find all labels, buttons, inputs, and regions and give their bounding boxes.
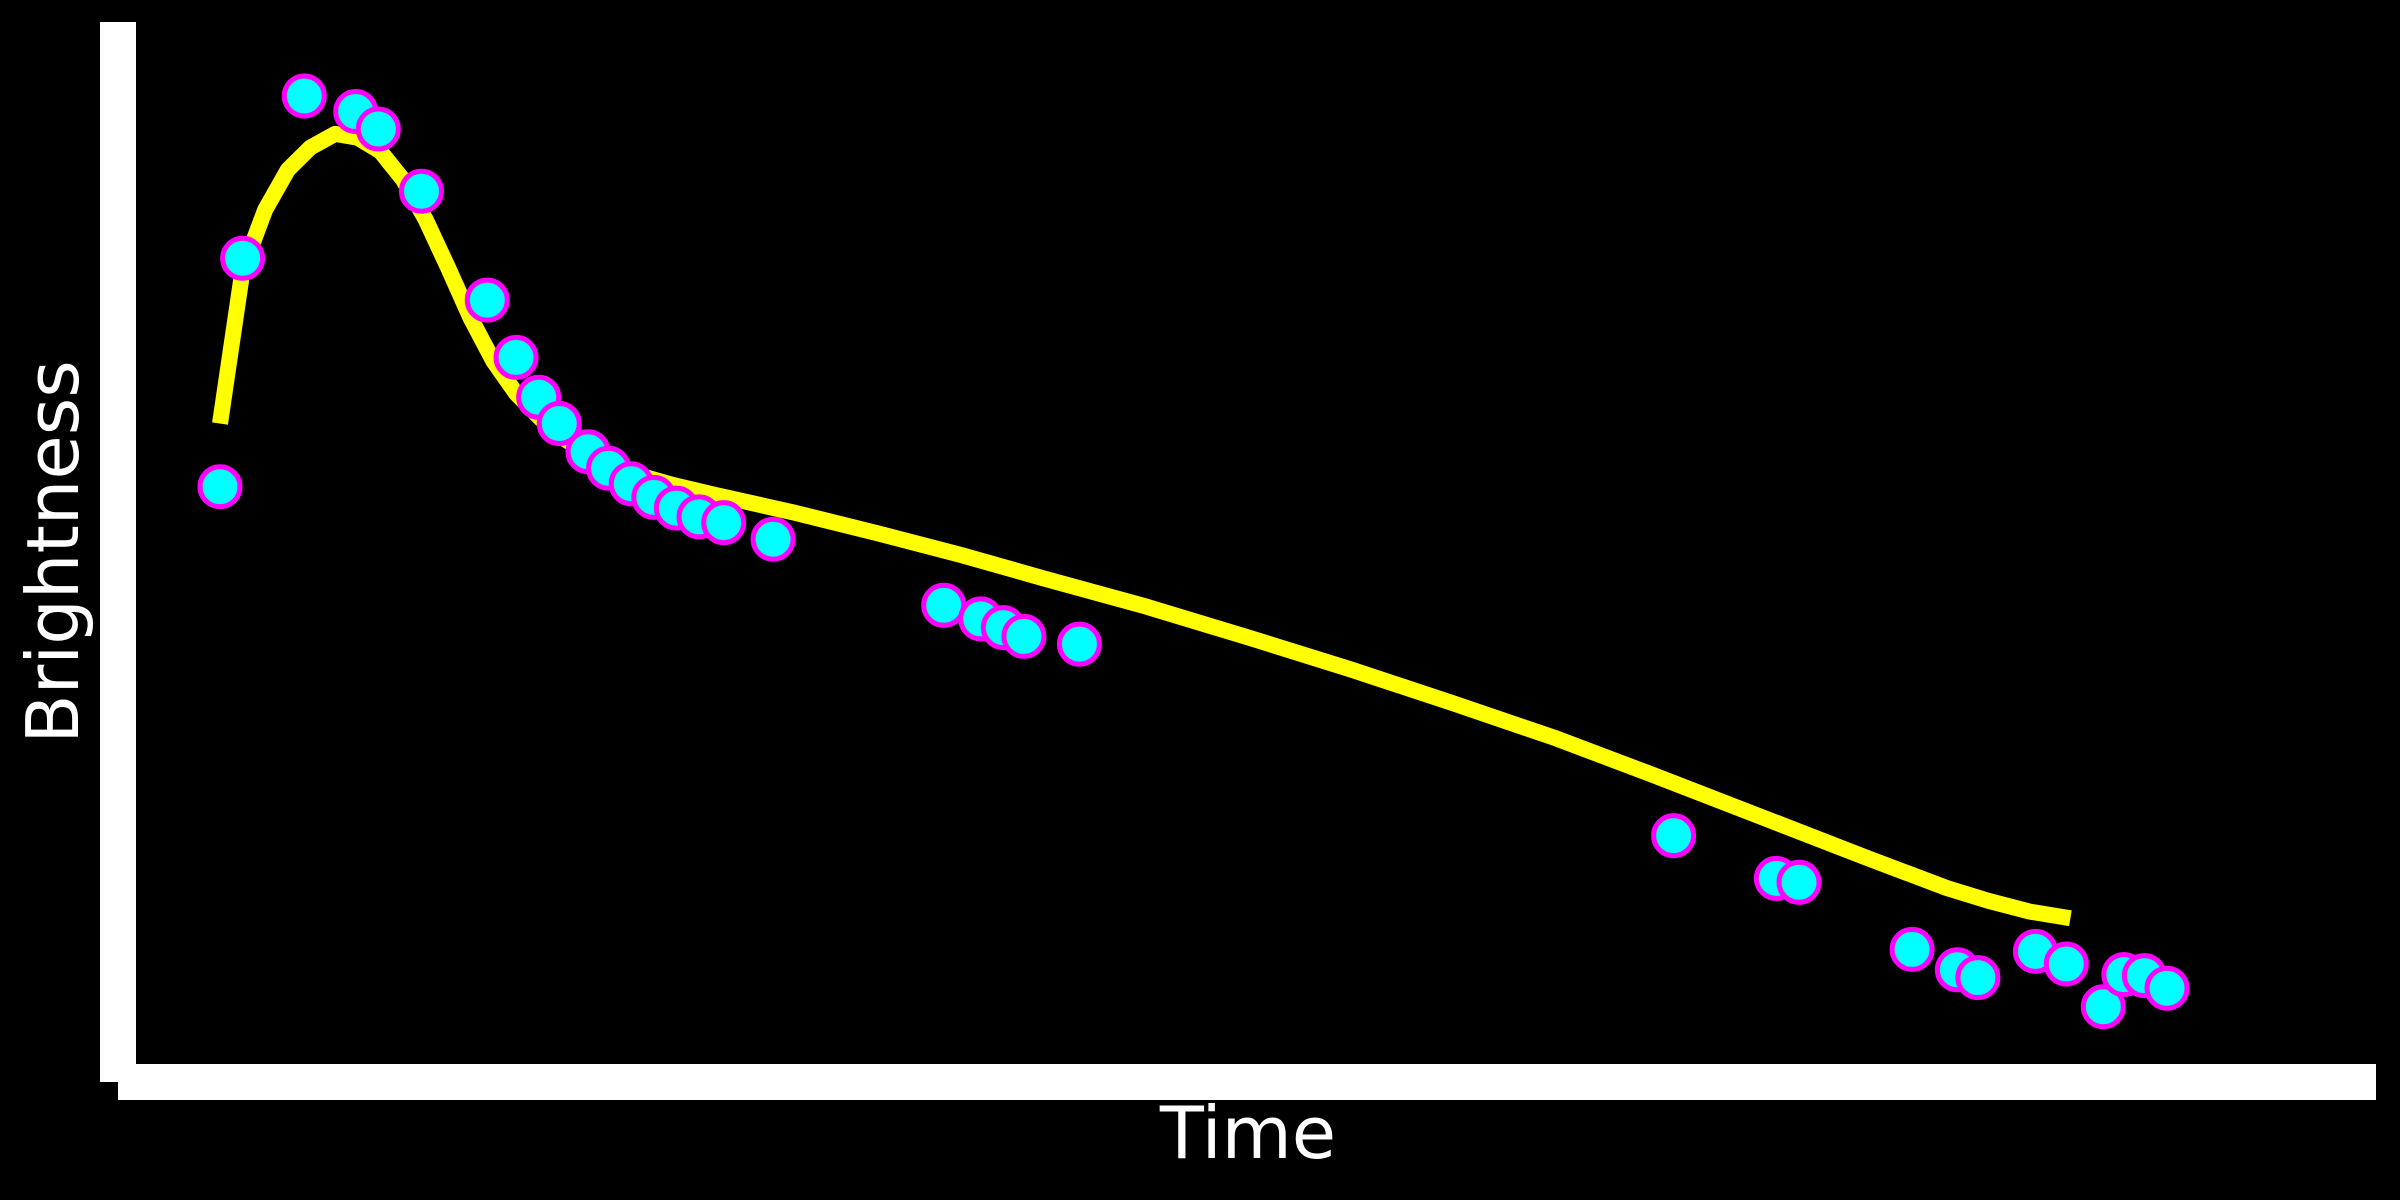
data-point <box>493 334 539 380</box>
data-point <box>750 516 796 562</box>
data-point <box>921 582 967 628</box>
scatter-series <box>197 73 2190 1030</box>
x-axis-line <box>118 1064 2376 1100</box>
data-point <box>1776 859 1822 905</box>
data-point <box>220 235 266 281</box>
data-point <box>1056 621 1102 667</box>
data-point <box>398 168 444 214</box>
data-point <box>197 464 243 510</box>
x-axis-label: Time <box>1159 1091 1336 1175</box>
data-point <box>1651 813 1697 859</box>
data-point <box>1001 613 1047 659</box>
data-point <box>2080 984 2126 1030</box>
data-point <box>536 401 582 447</box>
data-point <box>1955 955 2001 1001</box>
data-point <box>701 500 747 546</box>
data-point <box>464 277 510 323</box>
data-point <box>1889 926 1935 972</box>
data-point <box>2144 965 2190 1011</box>
data-point <box>281 73 327 119</box>
y-axis-label: Brightness <box>11 360 95 744</box>
y-axis-line <box>100 22 136 1082</box>
data-point <box>2043 941 2089 987</box>
data-point <box>355 106 401 152</box>
